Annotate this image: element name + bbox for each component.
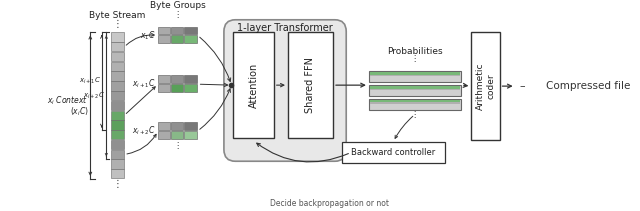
Bar: [370, 86, 460, 89]
Bar: [158, 27, 170, 34]
Bar: [369, 85, 461, 96]
Text: Probabilities: Probabilities: [387, 47, 443, 57]
Bar: [111, 42, 124, 51]
Bar: [370, 75, 460, 76]
Text: Backward controller: Backward controller: [351, 148, 435, 157]
Text: ⋮: ⋮: [113, 179, 122, 189]
Text: Attention: Attention: [248, 62, 259, 108]
Bar: [172, 131, 184, 139]
Bar: [111, 140, 124, 149]
Text: $x_1C$: $x_1C$: [140, 29, 156, 42]
Bar: [172, 75, 184, 83]
Bar: [370, 72, 460, 75]
Bar: [111, 111, 124, 120]
Bar: [111, 120, 124, 130]
Bar: [184, 131, 196, 139]
Text: ⋮: ⋮: [411, 54, 419, 63]
Text: ⋮: ⋮: [411, 110, 419, 119]
Text: ⋮: ⋮: [113, 19, 122, 29]
Bar: [111, 72, 124, 81]
Text: $x_{i+1}C$: $x_{i+1}C$: [79, 76, 100, 86]
Bar: [184, 75, 196, 83]
Text: $x_{i+2}C$: $x_{i+2}C$: [83, 91, 106, 101]
Bar: [111, 159, 124, 169]
Bar: [184, 27, 196, 34]
Bar: [369, 72, 461, 82]
Text: Byte Groups: Byte Groups: [150, 1, 205, 10]
Bar: [184, 84, 196, 92]
Text: $x_i$ Context: $x_i$ Context: [47, 95, 88, 107]
Bar: [158, 84, 170, 92]
Bar: [342, 142, 445, 163]
Bar: [172, 84, 184, 92]
Text: 1-layer Transformer: 1-layer Transformer: [237, 23, 333, 32]
FancyBboxPatch shape: [224, 20, 346, 161]
Text: Compressed file: Compressed file: [546, 81, 630, 91]
Bar: [471, 32, 500, 140]
Bar: [111, 52, 124, 61]
Text: $x_{i+2}C$: $x_{i+2}C$: [132, 125, 156, 137]
Bar: [288, 32, 333, 138]
Bar: [370, 102, 460, 104]
Text: Byte Stream: Byte Stream: [90, 11, 146, 20]
Bar: [370, 89, 460, 90]
Bar: [158, 35, 170, 43]
Bar: [111, 62, 124, 71]
Bar: [234, 32, 274, 138]
Bar: [172, 35, 184, 43]
Bar: [158, 75, 170, 83]
Bar: [158, 131, 170, 139]
Bar: [111, 150, 124, 159]
Bar: [184, 35, 196, 43]
Text: Decide backpropagation or not: Decide backpropagation or not: [270, 199, 388, 208]
Bar: [111, 101, 124, 110]
Bar: [172, 122, 184, 130]
Bar: [370, 100, 460, 102]
Text: –: –: [519, 81, 525, 91]
Bar: [184, 122, 196, 130]
Bar: [111, 32, 124, 42]
Text: ⋮: ⋮: [173, 10, 182, 19]
Text: Shared FFN: Shared FFN: [305, 57, 316, 113]
Bar: [111, 169, 124, 178]
Text: $(x_i C)$: $(x_i C)$: [70, 105, 88, 118]
Bar: [158, 122, 170, 130]
Bar: [172, 27, 184, 34]
Text: Arithmetic
coder: Arithmetic coder: [476, 62, 495, 110]
Bar: [111, 130, 124, 139]
Text: $x_{i+1}C$: $x_{i+1}C$: [132, 78, 156, 91]
Text: ⋮: ⋮: [173, 141, 182, 150]
Bar: [111, 81, 124, 91]
Bar: [369, 99, 461, 110]
Bar: [111, 91, 124, 100]
